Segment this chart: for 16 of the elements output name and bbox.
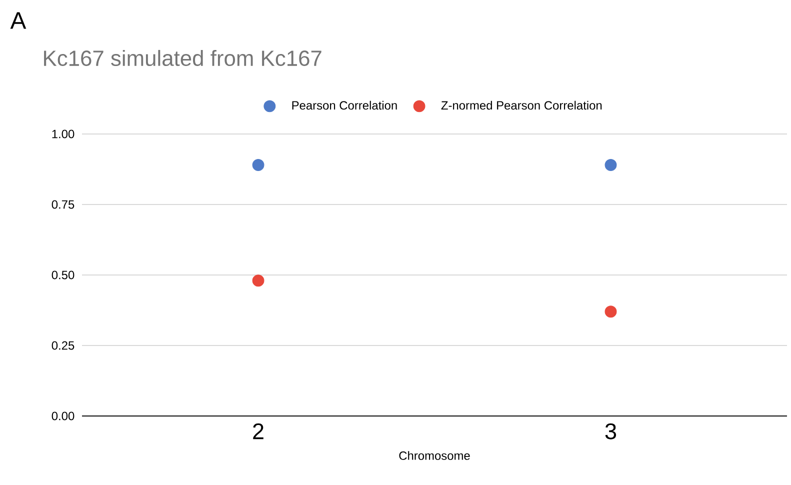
point [604,159,617,171]
y-tick-label: 1.00 [52,130,74,138]
point [252,159,264,171]
text: A [10,12,26,29]
y-tick-label: 0.50 [52,270,74,280]
point [252,274,264,287]
y-tick-label: 0.75 [52,200,74,209]
y-tick-label: 0.25 [52,341,74,350]
x-axis-title: Chromosome [399,451,470,460]
chart-title: Kc167 simulated from Kc167 [44,50,322,66]
point [604,306,617,318]
x-tick-label: 2 [253,423,264,440]
x-tick-label: 3 [605,423,616,440]
legend-label: Pearson Correlation [292,100,397,110]
y-tick-label: 0.00 [52,412,74,420]
legend-label: Z-normed Pearson Correlation [441,100,602,110]
